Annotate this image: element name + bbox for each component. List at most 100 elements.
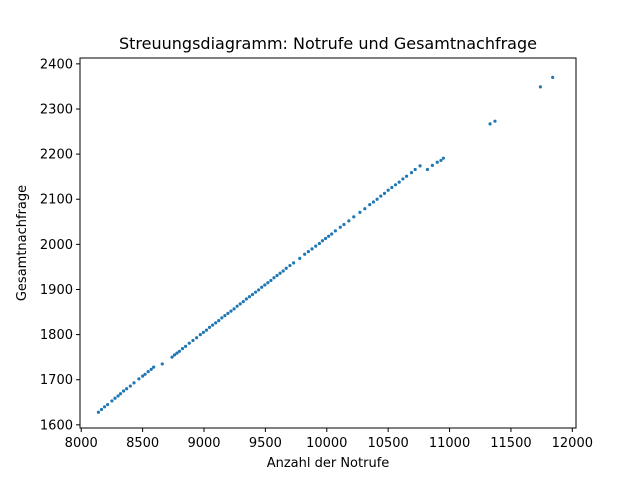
data-point	[116, 394, 120, 398]
data-point	[214, 321, 218, 325]
data-point	[257, 288, 261, 292]
data-point	[247, 295, 252, 299]
data-point	[191, 338, 195, 343]
data-point	[113, 396, 117, 400]
data-point	[278, 271, 282, 275]
data-point	[338, 225, 342, 229]
data-point	[172, 353, 177, 357]
data-point	[272, 276, 276, 280]
data-point	[132, 381, 136, 385]
data-point	[238, 302, 242, 306]
data-point	[204, 328, 209, 332]
data-point	[146, 370, 150, 374]
data-point	[96, 410, 101, 414]
data-point	[170, 355, 174, 359]
data-point	[128, 384, 132, 388]
data-point	[404, 174, 409, 178]
data-point	[121, 389, 126, 393]
x-tick-label: 10500	[367, 436, 408, 451]
data-point	[303, 252, 307, 256]
scatter-points	[96, 75, 555, 414]
data-point	[244, 297, 248, 301]
data-point	[382, 191, 387, 195]
x-tick-label: 8000	[65, 436, 98, 451]
data-point	[210, 323, 215, 327]
data-point	[125, 387, 129, 391]
data-point	[439, 158, 443, 163]
data-point	[201, 330, 205, 334]
data-point	[310, 247, 314, 251]
data-point	[306, 249, 310, 254]
x-axis-label: Anzahl der Notrufe	[267, 456, 390, 471]
data-point	[292, 261, 296, 265]
y-tick-label: 1700	[40, 373, 73, 388]
data-point	[390, 185, 394, 190]
data-point	[263, 283, 267, 287]
data-point	[198, 333, 202, 337]
data-point	[413, 167, 417, 172]
data-point	[551, 75, 555, 79]
data-point	[141, 374, 145, 378]
x-tick-label: 9000	[187, 436, 220, 451]
data-point	[320, 239, 325, 243]
data-point	[368, 203, 372, 207]
data-point	[330, 232, 334, 236]
data-point	[358, 210, 362, 214]
y-tick-label: 2300	[40, 102, 73, 117]
x-tick-label: 8500	[126, 436, 159, 451]
data-point	[143, 372, 147, 376]
data-point	[281, 269, 285, 273]
data-point	[435, 160, 439, 164]
x-tick-label: 11000	[429, 436, 470, 451]
x-tick-label: 9500	[249, 436, 282, 451]
data-point	[538, 85, 543, 89]
data-point	[401, 177, 405, 181]
y-tick-label: 2100	[40, 193, 73, 208]
data-point	[284, 266, 288, 270]
data-point	[99, 407, 104, 412]
y-tick-label: 2200	[40, 148, 73, 163]
data-point	[375, 197, 379, 201]
data-point	[220, 316, 224, 320]
data-point	[260, 285, 264, 289]
data-point	[379, 194, 383, 198]
data-point	[207, 325, 212, 329]
data-point	[223, 314, 227, 318]
data-point	[106, 402, 110, 407]
data-point	[393, 183, 398, 187]
data-point	[342, 222, 346, 227]
data-point	[298, 256, 302, 260]
data-point	[250, 292, 255, 297]
data-point	[266, 281, 270, 285]
data-point	[235, 304, 239, 308]
data-point	[275, 273, 279, 278]
y-axis-label: Gesamtnachfrage	[15, 185, 30, 301]
data-point	[118, 392, 123, 396]
y-tick-label: 1600	[40, 418, 73, 433]
y-tick-label: 2400	[40, 57, 73, 72]
y-tick-label: 2000	[40, 238, 73, 253]
y-tick-label: 1900	[40, 283, 73, 298]
data-point	[177, 349, 182, 353]
data-point	[363, 207, 367, 211]
data-point	[430, 163, 434, 167]
data-point	[371, 200, 376, 204]
data-point	[229, 309, 233, 313]
x-tick-label: 11500	[490, 436, 531, 451]
data-point	[232, 307, 236, 311]
data-point	[488, 122, 492, 126]
data-point	[269, 278, 273, 283]
y-axis: 1600 1700 1800 1900 2000 2100 2200 2300 2400	[40, 57, 80, 433]
data-point	[493, 119, 497, 123]
data-point	[347, 219, 351, 223]
data-point	[241, 300, 245, 304]
data-point	[327, 234, 331, 238]
data-point	[187, 341, 191, 345]
data-point	[288, 263, 292, 268]
data-point	[418, 164, 422, 168]
data-point	[149, 367, 153, 371]
data-point	[226, 311, 230, 315]
data-point	[175, 351, 179, 355]
data-point	[425, 167, 430, 172]
